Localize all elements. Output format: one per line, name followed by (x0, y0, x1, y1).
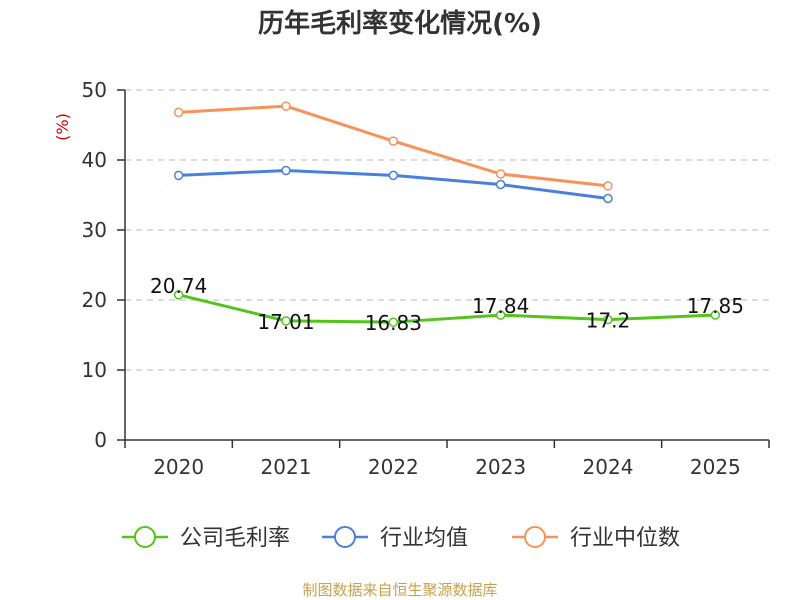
legend-label: 行业中位数 (570, 526, 680, 551)
x-tick-label: 2025 (690, 455, 741, 479)
data-label: 16.83 (365, 311, 422, 335)
legend-item[interactable]: 公司毛利率 (122, 526, 290, 551)
legend[interactable]: 公司毛利率 行业均值 行业中位数 (122, 526, 680, 551)
data-point (388, 136, 399, 146)
legend-item[interactable]: 行业中位数 (512, 526, 680, 551)
y-tick-label: 30 (82, 218, 107, 242)
data-label: 17.2 (586, 309, 631, 333)
data-point (281, 101, 291, 111)
series-lines (173, 101, 721, 327)
legend-label: 公司毛利率 (180, 526, 290, 551)
y-tick-label: 0 (94, 428, 107, 452)
legend-marker (134, 526, 156, 548)
y-tick-label: 10 (82, 358, 107, 382)
data-point (388, 317, 399, 327)
source-note: 制图数据来自恒生聚源数据库 (302, 581, 497, 599)
legend-item[interactable]: 行业均值 (322, 526, 468, 551)
x-tick-label: 2020 (153, 455, 204, 479)
data-point (173, 170, 184, 181)
data-point (281, 316, 291, 326)
data-labels: 20.74 17.01 16.83 17.84 17.2 17.85 (150, 274, 744, 335)
x-tick-label: 2022 (368, 455, 419, 479)
data-label: 17.85 (687, 294, 744, 318)
data-label: 20.74 (150, 274, 207, 298)
y-tick-label: 40 (82, 148, 107, 172)
legend-marker (334, 526, 356, 548)
axes (117, 89, 770, 448)
data-point (603, 314, 613, 325)
data-point (281, 165, 291, 176)
grid-lines (125, 89, 769, 371)
series-line-0 (178, 293, 716, 324)
data-point (173, 290, 184, 300)
data-point (710, 310, 721, 320)
data-label: 17.01 (257, 310, 314, 334)
x-tick-label: 2024 (583, 455, 634, 479)
y-tick-label: 50 (82, 78, 107, 102)
legend-marker (524, 526, 546, 548)
x-tick-label: 2023 (475, 455, 526, 479)
data-label: 17.84 (472, 294, 529, 318)
data-point (173, 107, 184, 118)
y-tick-label: 20 (82, 288, 107, 312)
x-tick-label: 2021 (261, 455, 312, 479)
y-tick-labels: 0 10 20 30 40 50 (82, 78, 107, 452)
data-point (603, 193, 613, 204)
legend-label: 行业均值 (380, 526, 468, 551)
x-tick-labels: 2020 2021 2022 2023 2024 2025 (153, 455, 741, 479)
chart-title: 历年毛利率变化情况(%) (258, 8, 542, 39)
data-point (388, 170, 399, 181)
data-point (495, 179, 506, 190)
data-point (603, 181, 613, 191)
y-axis-label: (%) (53, 113, 72, 141)
data-point (495, 310, 506, 320)
data-point (495, 169, 506, 179)
